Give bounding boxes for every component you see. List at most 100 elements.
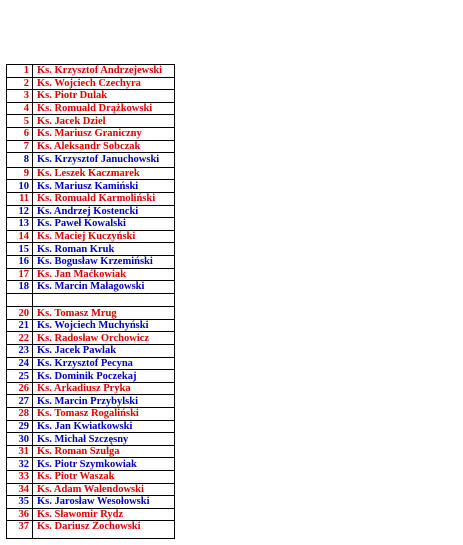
row-number: 11 [6,191,33,206]
row-name: Ks. Andrzej Kostencki [32,204,175,219]
row-name: Ks. Maciej Kuczyński [32,229,175,244]
row-number: 2 [6,76,33,91]
priests-table: 1 Ks. Krzysztof Andrzejewski 2 Ks. Wojciech… [6,64,175,540]
row-name: Ks. Roman Kruk [32,242,175,256]
table-row: 34 Ks. Adam Walendowski [6,482,175,497]
row-name: Ks. Piotr Szymkowiak [32,457,175,471]
row-name: Ks. Radosław Orchowicz [32,331,175,346]
row-number: 31 [6,444,33,459]
row-name: Ks. Wojciech Czechyra [32,76,175,91]
row-number: 30 [6,432,33,446]
row-number [6,292,33,308]
table-row: 10 Ks. Mariusz Kamiński [6,179,175,193]
table-row: 32 Ks. Piotr Szymkowiak [6,457,175,471]
row-number: 9 [6,166,33,181]
table-row: 20 Ks. Tomasz Mrug [6,306,175,320]
table-row: 7 Ks. Aleksandr Sobczak [6,139,175,154]
row-number: 36 [6,507,33,522]
row-name: Ks. Mariusz Graniczny [32,126,175,141]
row-name: Ks. Leszek Kaczmarek [32,166,175,181]
table-row: 36 Ks. Sławomir Rydz [6,507,175,522]
row-name: Ks. Jacek Pawlak [32,344,175,358]
row-number: 32 [6,457,33,471]
row-number: 20 [6,306,33,320]
row-name: Ks. Jarosław Wesołowski [32,495,175,509]
row-name: Ks. Piotr Dulak [32,89,175,103]
table-row: 2 Ks. Wojciech Czechyra [6,76,175,91]
row-number: 26 [6,381,33,396]
row-name: Ks. Jan Kwiatkowski [32,419,175,434]
table-row: 24 Ks. Krzysztof Pecyna [6,356,175,371]
row-number: 27 [6,394,33,409]
row-name: Ks. Aleksandr Sobczak [32,139,175,154]
row-number: 8 [6,152,33,168]
row-number: 33 [6,470,33,484]
row-number: 7 [6,139,33,154]
table-row: 17 Ks. Jan Maćkowiak [6,267,175,282]
row-name: Ks. Roman Szulga [32,444,175,459]
table-row: 26 Ks. Arkadiusz Pryka [6,381,175,396]
row-number: 24 [6,356,33,371]
row-number: 10 [6,179,33,193]
table-row: 4 Ks. Romuald Drążkowski [6,101,175,116]
row-number: 1 [6,64,33,78]
table-row: 8 Ks. Krzysztof Januchowski [6,152,175,168]
row-name: Ks. Mariusz Kamiński [32,179,175,193]
table-row: 21 Ks. Wojciech Muchyński [6,318,175,333]
row-number: 5 [6,114,33,128]
table-row: 30 Ks. Michał Szczęsny [6,432,175,446]
row-number: 16 [6,254,33,269]
row-name: Ks. Jacek Dziel [32,114,175,128]
table-row: 18 Ks. Marcin Małagowski [6,280,175,294]
row-number: 29 [6,419,33,434]
table-row: 16 Ks. Bogusław Krzemiński [6,254,175,269]
row-number: 15 [6,242,33,256]
row-name: Ks. Piotr Waszak [32,470,175,484]
row-number: 21 [6,318,33,333]
row-number: 22 [6,331,33,346]
row-number: 35 [6,495,33,509]
table-row: 31 Ks. Roman Szulga [6,444,175,459]
row-name: Ks. Tomasz Rogaliński [32,407,175,421]
table-row: 13 Ks. Paweł Kowalski [6,217,175,231]
row-number: 3 [6,89,33,103]
table-row: 27 Ks. Marcin Przybylski [6,394,175,409]
row-name: Ks. Romuald Drążkowski [32,101,175,116]
table-row: 5 Ks. Jacek Dziel [6,114,175,128]
empty-row [6,292,175,308]
row-name: Ks. Tomasz Mrug [32,306,175,320]
row-name: Ks. Wojciech Muchyński [32,318,175,333]
row-number: 25 [6,369,33,383]
table-row: 9 Ks. Leszek Kaczmarek [6,166,175,181]
row-number: 23 [6,344,33,358]
row-name: Ks. Krzysztof Januchowski [32,152,175,168]
table-row: 3 Ks. Piotr Dulak [6,89,175,103]
row-name: Ks. Marcin Małagowski [32,280,175,294]
row-number: 28 [6,407,33,421]
row-name: Ks. Jan Maćkowiak [32,267,175,282]
row-name [32,292,175,308]
table-row: 11 Ks. Romuald Karmoliński [6,191,175,206]
row-name: Ks. Michał Szczęsny [32,432,175,446]
row-name: Ks. Dominik Poczekaj [32,369,175,383]
row-name: Ks. Bogusław Krzemiński [32,254,175,269]
table-row: 37 Ks. Dariusz Żochowski [6,520,175,540]
row-name: Ks. Adam Walendowski [32,482,175,497]
table-row: 29 Ks. Jan Kwiatkowski [6,419,175,434]
row-name: Ks. Dariusz Żochowski [32,520,175,540]
priests-table-body: 1 Ks. Krzysztof Andrzejewski 2 Ks. Wojciech… [6,64,175,540]
row-name: Ks. Romuald Karmoliński [32,191,175,206]
row-name: Ks. Arkadiusz Pryka [32,381,175,396]
table-row: 1 Ks. Krzysztof Andrzejewski [6,64,175,78]
row-number: 17 [6,267,33,282]
table-row: 35 Ks. Jarosław Wesołowski [6,495,175,509]
row-number: 18 [6,280,33,294]
row-name: Ks. Paweł Kowalski [32,217,175,231]
row-number: 6 [6,126,33,141]
table-row: 15 Ks. Roman Kruk [6,242,175,256]
row-name: Ks. Krzysztof Pecyna [32,356,175,371]
row-name: Ks. Krzysztof Andrzejewski [32,64,175,78]
row-number: 12 [6,204,33,219]
table-row: 23 Ks. Jacek Pawlak [6,344,175,358]
table-row: 25 Ks. Dominik Poczekaj [6,369,175,383]
